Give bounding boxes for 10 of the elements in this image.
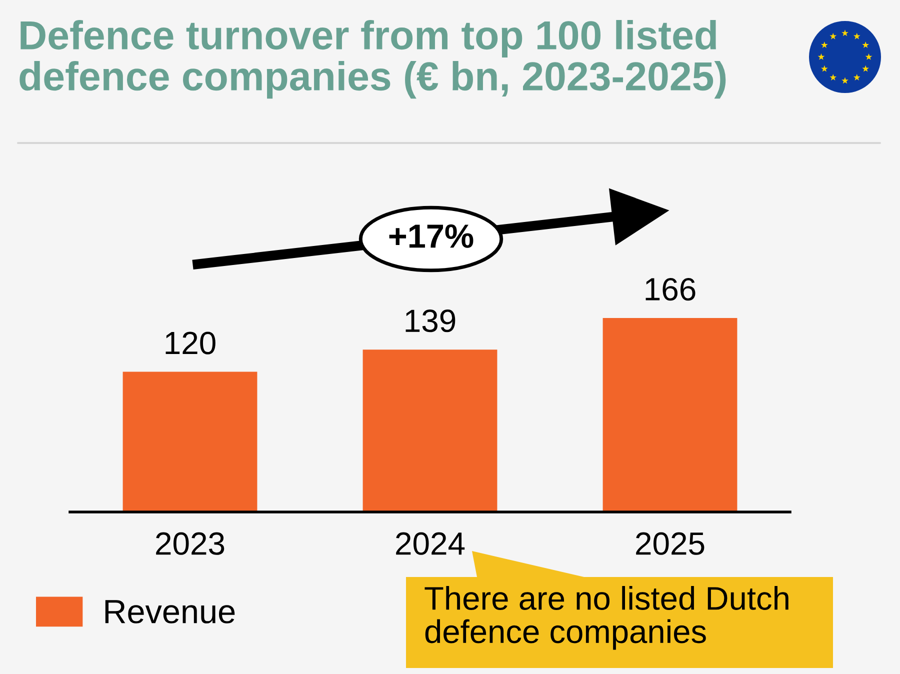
x-tick-label: 2024 (396, 532, 465, 555)
data-label: 139 (406, 310, 456, 332)
text: +17% (389, 224, 474, 248)
text: There are no listed Dutch defence companies (424, 586, 788, 650)
data-label: 166 (646, 278, 696, 301)
x-tick-label: 2023 (156, 532, 224, 555)
chart-title: Defence turnover from top 100 listed defence companies (€ bn, 2023-2025) (20, 20, 726, 99)
x-tick-label: 2025 (636, 532, 704, 555)
legend-label: Revenue (105, 600, 235, 624)
data-label: 120 (166, 332, 216, 354)
